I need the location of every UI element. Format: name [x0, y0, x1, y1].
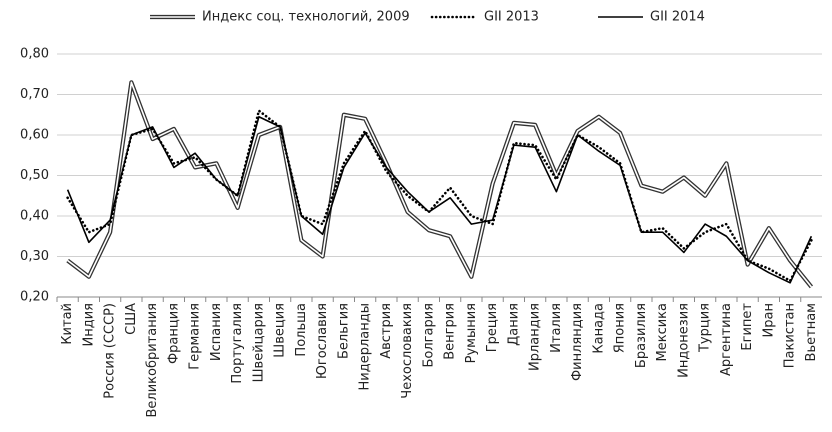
x-tick-label: Швейцария — [251, 303, 266, 382]
x-tick-label: Ирландия — [528, 303, 543, 371]
legend-label: GII 2013 — [484, 10, 539, 25]
x-tick-label: Германия — [188, 303, 203, 370]
x-tick-label: Мексика — [655, 303, 670, 361]
x-tick-label: Япония — [613, 303, 628, 353]
x-tick-label: Пакистан — [783, 303, 798, 368]
x-tick-label: Аргентина — [719, 303, 734, 376]
x-tick-label: Египет — [740, 303, 755, 351]
legend-label: Индекс соц. технологий, 2009 — [202, 10, 410, 25]
x-tick-label: Канада — [591, 303, 606, 354]
x-tick-label: Нидерланды — [358, 303, 373, 391]
x-tick-label: Румыния — [464, 303, 479, 363]
y-tick-label: 0,20 — [20, 290, 49, 305]
x-tick-label: Финляндия — [570, 303, 585, 381]
x-tick-label: Турция — [698, 303, 713, 353]
x-tick-label: Греция — [485, 303, 500, 352]
y-tick-label: 0,70 — [20, 87, 49, 102]
series-line — [67, 81, 812, 288]
x-tick-label: США — [124, 303, 139, 335]
x-tick-label: Португалия — [230, 303, 245, 384]
x-tick-label: Индия — [81, 303, 96, 346]
x-tick-label: Индонезия — [676, 303, 691, 378]
x-tick-label: Италия — [549, 303, 564, 353]
series-line — [66, 115, 813, 284]
x-tick-label: Россия (СССР) — [103, 303, 118, 399]
x-tick-label: Бразилия — [634, 303, 649, 368]
series-line — [66, 109, 813, 283]
x-tick-label: Бельгия — [336, 303, 351, 359]
x-tick-label: Югославия — [315, 303, 330, 379]
y-tick-label: 0,50 — [20, 168, 49, 183]
y-tick-label: 0,30 — [20, 249, 49, 264]
x-tick-label: Иран — [761, 303, 776, 337]
x-tick-label: Австрия — [379, 303, 394, 359]
y-tick-label: 0,60 — [20, 128, 49, 143]
y-tick-label: 0,40 — [20, 209, 49, 224]
x-tick-label: Польша — [294, 303, 309, 357]
x-tick-label: Вьетнам — [804, 303, 819, 361]
y-tick-label: 0,80 — [20, 47, 49, 62]
x-tick-label: Франция — [166, 303, 181, 364]
x-tick-label: Болгария — [421, 303, 436, 368]
x-tick-label: Китай — [60, 303, 75, 345]
x-tick-label: Великобритания — [145, 303, 160, 418]
x-tick-label: Венгрия — [443, 303, 458, 360]
x-tick-label: Швеция — [273, 303, 288, 358]
legend-label: GII 2014 — [650, 10, 705, 25]
x-tick-label: Дания — [506, 303, 521, 346]
x-tick-label: Чехословакия — [400, 303, 415, 399]
x-tick-label: Испания — [209, 303, 224, 361]
